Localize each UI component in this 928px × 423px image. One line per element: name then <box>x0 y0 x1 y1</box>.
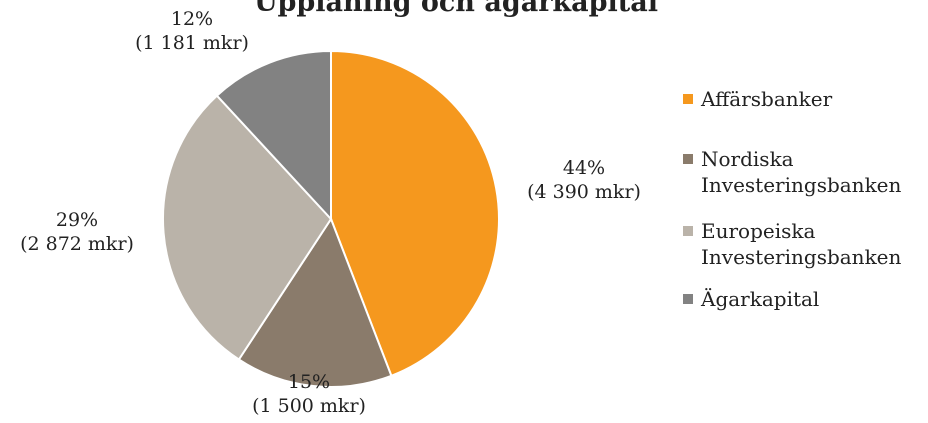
legend-swatch <box>683 294 693 304</box>
legend-label: Nordiska Investeringsbanken <box>701 147 902 197</box>
data-label: 29% (2 872 mkr) <box>20 209 134 255</box>
pie-slice <box>215 49 332 222</box>
data-label: 44% (4 390 mkr) <box>527 157 641 203</box>
legend-swatch <box>683 154 693 164</box>
pie-slice <box>162 94 333 361</box>
legend-swatch <box>683 94 693 104</box>
pie-slice <box>237 216 393 388</box>
legend-label: Ägarkapital <box>700 287 819 311</box>
legend: Affärsbanker Nordiska Investeringsbanken Eu… <box>683 87 902 311</box>
data-labels: 44% (4 390 mkr) 15% (1 500 mkr) 29% (2 872 mk… <box>20 8 641 417</box>
chart-title: Upplåning och ägarkapital <box>254 0 658 18</box>
pie-slice <box>330 49 500 378</box>
pie-slices <box>162 49 500 388</box>
legend-label: Affärsbanker <box>700 87 833 111</box>
data-label: 12% (1 181 mkr) <box>135 8 249 54</box>
legend-label: Europeiska Investeringsbanken <box>701 219 902 269</box>
legend-swatch <box>683 226 693 236</box>
data-label: 15% (1 500 mkr) <box>252 371 366 417</box>
